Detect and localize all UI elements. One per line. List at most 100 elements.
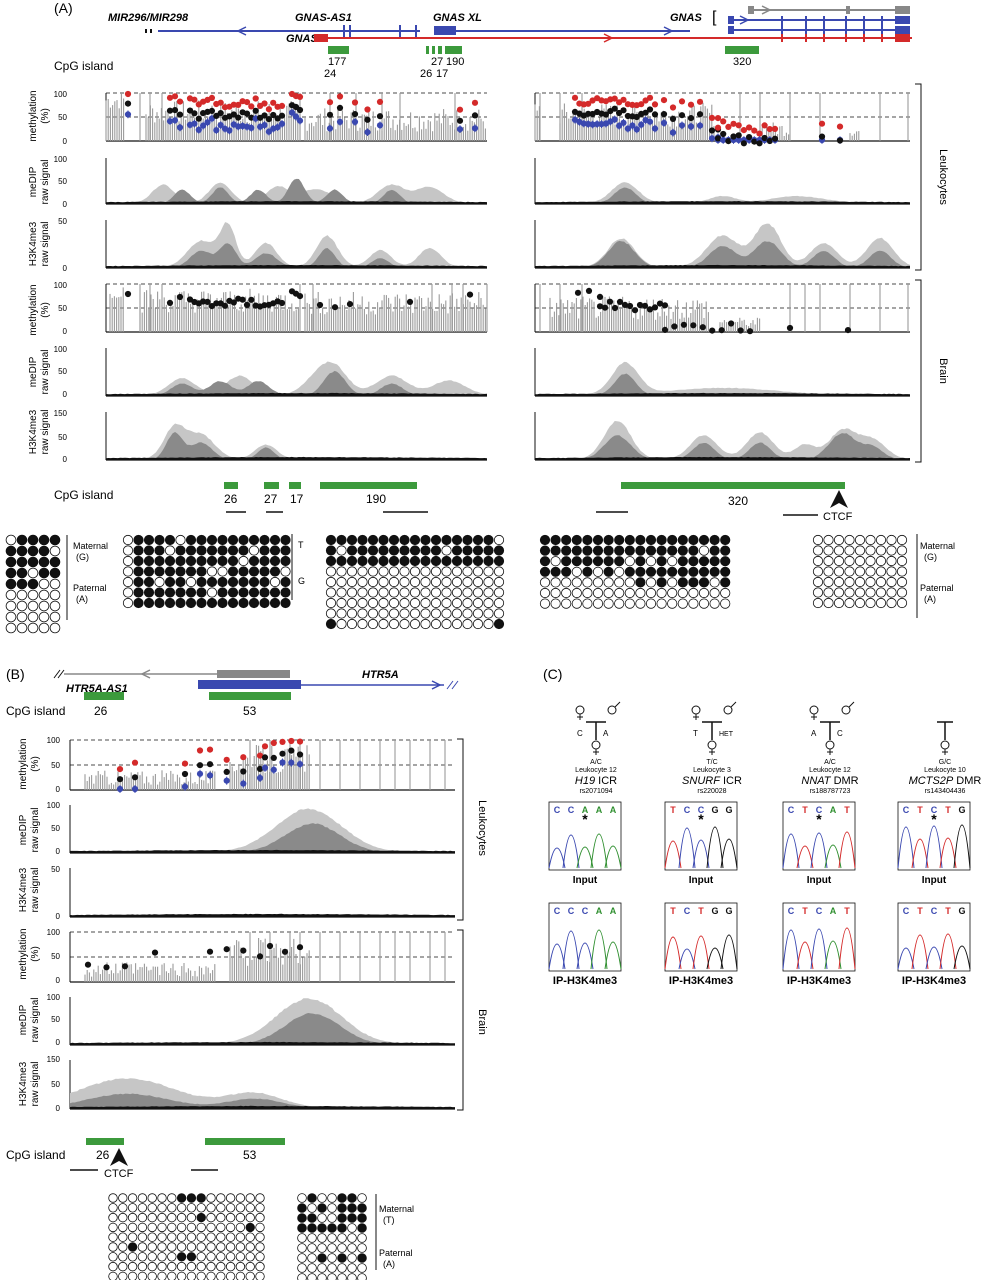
bs-a2-cpg-site <box>248 566 260 577</box>
bs-a5-cpg-site <box>844 587 855 598</box>
b-leu-meth-maternal-dot <box>296 738 304 745</box>
bs-a3-cpg-site <box>399 545 410 556</box>
bs-b1-cpg-site <box>245 1203 255 1213</box>
bs-b1-cpg-site <box>176 1271 187 1280</box>
bs-a4-cpg-site <box>539 566 551 577</box>
bs-b2-cpg-site <box>307 1263 317 1273</box>
a-leu-meth-l-paternal-dot <box>351 118 359 125</box>
bs-a1-cpg-site <box>5 534 17 546</box>
bs-a4-cpg-site <box>603 534 614 546</box>
b-brain-meth-total-dot <box>84 961 92 968</box>
a-leu-meth-l-total-dot <box>278 112 286 119</box>
b-leu-meth-total-dot <box>240 768 247 775</box>
bs-a4-cpg-site <box>624 534 635 546</box>
bs-a3-cpg-site <box>483 587 494 598</box>
bs-a2-cpg-site <box>154 597 165 609</box>
panel-c-label: (C) <box>543 666 562 682</box>
b-cpg-b-26: 26 <box>96 1148 110 1162</box>
region-name: DMR <box>953 775 981 787</box>
female-symbol <box>691 705 701 715</box>
bs-b1-cpg-site <box>225 1203 236 1213</box>
bs-a2-cpg-site <box>143 545 155 556</box>
gnas-xl-exon <box>434 26 456 35</box>
cpg-island-top <box>328 46 759 54</box>
bs-a3-cpg-site <box>420 576 431 588</box>
bs-a2-cpg-site <box>248 587 260 598</box>
bs-b1-cpg-site <box>235 1203 246 1213</box>
bs-b2-cpg-site <box>337 1263 347 1273</box>
bs-a2-cpg-site <box>206 545 218 556</box>
bs-a5-cpg-site <box>865 555 876 567</box>
bs-a3-cpg-site <box>493 597 505 609</box>
bs-b1-cpg-site <box>157 1203 167 1213</box>
a-leu-meth-r-maternal-dot <box>629 101 636 108</box>
a-leu-meth-r-paternal-dot <box>735 136 742 144</box>
genotype-label: T/C <box>706 759 717 766</box>
a-brain-meth-l-total-dot <box>296 293 304 300</box>
bs-a2-cpg-site <box>122 576 134 588</box>
input-label: Input <box>922 875 947 886</box>
bs-b2-cpg-site <box>357 1213 367 1223</box>
bs-b1-cpg-site <box>167 1212 177 1223</box>
a-leu-meth-r-total-dot <box>735 132 742 139</box>
bs-a5-cpg-site <box>844 534 855 546</box>
bs-a4-cpg-site <box>582 556 593 567</box>
bs-a5-cpg-site <box>875 555 887 567</box>
bs-a3-cpg-site <box>357 576 368 588</box>
bs-b1-cpg-site <box>167 1242 177 1252</box>
snp-label: rs220028 <box>697 788 726 795</box>
base-call: C <box>903 906 910 916</box>
male-arrow <box>614 701 621 708</box>
bs-b1-cpg-site <box>186 1222 197 1233</box>
b-brain-medip-ylabel: meDIP <box>18 1004 29 1035</box>
bs-a4-cpg-site <box>635 577 646 588</box>
bs-a2-cpg-site <box>269 587 281 598</box>
bs-a4-cpg-site <box>709 587 720 599</box>
bs-b1-cpg-site <box>206 1242 216 1252</box>
a-leu-meth-l-total-dot <box>336 104 344 111</box>
bs-b2-cpg-site <box>307 1203 317 1213</box>
tick: 0 <box>63 390 68 399</box>
a-leu-meth-l-maternal-dot <box>171 93 179 100</box>
bs-a2-cpg-site <box>280 534 291 546</box>
b-leu-meth-paternal-dot <box>261 764 269 772</box>
bs-b1-cpg-site <box>108 1242 118 1252</box>
bs-b2-cpg-site <box>327 1203 337 1213</box>
b-leu-meth-paternal-dot <box>131 785 139 793</box>
bs-b2-cpg-site <box>327 1263 337 1273</box>
input-chromatogram: T C C G G* <box>664 801 738 871</box>
bs-a3-cpg-site <box>420 545 431 556</box>
a-leu-meth-l-paternal-dot <box>171 117 179 124</box>
a-leu-meth-l-maternal-dot <box>230 101 237 108</box>
panel-b-tissue-brackets: Leukocytes Brain <box>457 738 488 1111</box>
bs-a4-cpg-site <box>624 587 635 599</box>
b-leu-meth-total-dot <box>206 761 214 768</box>
bs-b1-cpg-site <box>147 1232 157 1242</box>
a-leu-meth-l-total-dot <box>171 107 179 114</box>
bs-a4-cpg-site <box>603 545 614 556</box>
b-bs-maternal: Maternal <box>379 1204 414 1214</box>
cpg-label-top: CpG island <box>54 59 113 73</box>
b-brain-h3k-mid-area <box>70 1093 455 1109</box>
bs-a3-cpg-site <box>462 618 473 630</box>
b-leu-meth-paternal-dot <box>206 772 214 779</box>
bs-a5-cpg-site <box>886 587 897 598</box>
bs-b1-cpg-site <box>118 1252 128 1262</box>
bs-a3-cpg-site <box>472 618 484 630</box>
bs-a3-cpg-site <box>357 566 368 577</box>
input-label: Input <box>573 875 598 886</box>
bs-b1-cpg-site <box>216 1232 226 1242</box>
b-leu-meth-total-dot <box>296 751 304 758</box>
a-leu-meth-r-total-dot <box>725 138 732 145</box>
bs-b1-cpg-site <box>108 1261 118 1272</box>
tick: 100 <box>54 345 68 354</box>
gene-region-label: NNAT DMR <box>801 775 858 787</box>
bs-a3-cpg-site <box>493 534 505 546</box>
b-leu-medip-dark-area <box>70 849 455 853</box>
bs-a3-cpg-site <box>378 545 389 556</box>
bs-a3-cpg-site <box>462 555 473 567</box>
a-leu-meth-l-total-dot <box>195 115 202 122</box>
bs-a3-cpg-site <box>430 608 442 619</box>
bs-a4-cpg-site <box>688 577 699 588</box>
